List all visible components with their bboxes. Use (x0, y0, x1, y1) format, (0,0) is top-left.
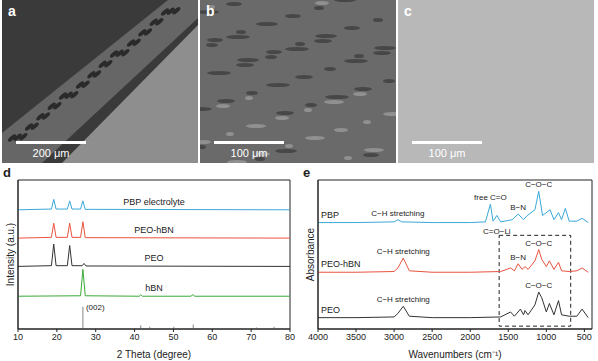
svg-text:4000: 4000 (308, 332, 328, 342)
svg-text:C−O−C: C−O−C (525, 239, 552, 248)
svg-text:a: a (8, 3, 16, 19)
svg-text:3000: 3000 (384, 332, 404, 342)
svg-text:20: 20 (52, 332, 62, 342)
svg-text:50: 50 (168, 332, 178, 342)
html-text:d: d (3, 165, 11, 180)
svg-text:C−H stretching: C−H stretching (377, 247, 430, 256)
svg-text:500: 500 (577, 332, 592, 342)
svg-text:PEO-hBN: PEO-hBN (321, 259, 361, 269)
svg-text:PEO-hBN: PEO-hBN (134, 225, 174, 235)
svg-text:70: 70 (246, 332, 256, 342)
svg-text:60: 60 (207, 332, 217, 342)
svg-text:C=O−Li: C=O−Li (483, 227, 511, 236)
svg-text:PBP electrolyte: PBP electrolyte (123, 197, 184, 207)
svg-text:C−O−C: C−O−C (525, 180, 552, 189)
svg-text:PBP: PBP (321, 210, 339, 220)
svg-text:C−O−C: C−O−C (525, 281, 552, 290)
svg-text:100 μm: 100 μm (231, 147, 268, 159)
svg-text:C−H stretching: C−H stretching (371, 209, 424, 218)
svg-text:2000: 2000 (460, 332, 480, 342)
svg-text:Intensity (a.u.): Intensity (a.u.) (5, 223, 16, 286)
svg-text:100 μm: 100 μm (429, 147, 466, 159)
svg-text:3500: 3500 (346, 332, 366, 342)
svg-text:C−H stretching: C−H stretching (377, 295, 430, 304)
html-text:e: e (303, 165, 311, 180)
svg-text:40: 40 (130, 332, 140, 342)
svg-text:80: 80 (285, 332, 295, 342)
svg-text:b: b (206, 3, 215, 19)
svg-text:free C=O: free C=O (474, 193, 507, 202)
svg-text:30: 30 (91, 332, 101, 342)
svg-text:200 μm: 200 μm (33, 147, 70, 159)
svg-text:B−N: B−N (510, 203, 526, 212)
svg-text:Wavenumbers (cm⁻¹): Wavenumbers (cm⁻¹) (408, 349, 501, 360)
svg-text:PEO: PEO (321, 305, 340, 315)
svg-text:2 Theta (degree): 2 Theta (degree) (117, 349, 191, 360)
svg-text:(002): (002) (86, 303, 105, 312)
svg-text:1000: 1000 (536, 332, 556, 342)
svg-text:c: c (404, 3, 412, 19)
svg-text:10: 10 (13, 332, 23, 342)
svg-text:Absorbance: Absorbance (305, 227, 316, 281)
svg-text:B−N: B−N (510, 253, 526, 262)
svg-text:hBN: hBN (145, 283, 163, 293)
svg-text:PEO: PEO (144, 253, 163, 263)
svg-text:1500: 1500 (498, 332, 518, 342)
svg-text:2500: 2500 (422, 332, 442, 342)
